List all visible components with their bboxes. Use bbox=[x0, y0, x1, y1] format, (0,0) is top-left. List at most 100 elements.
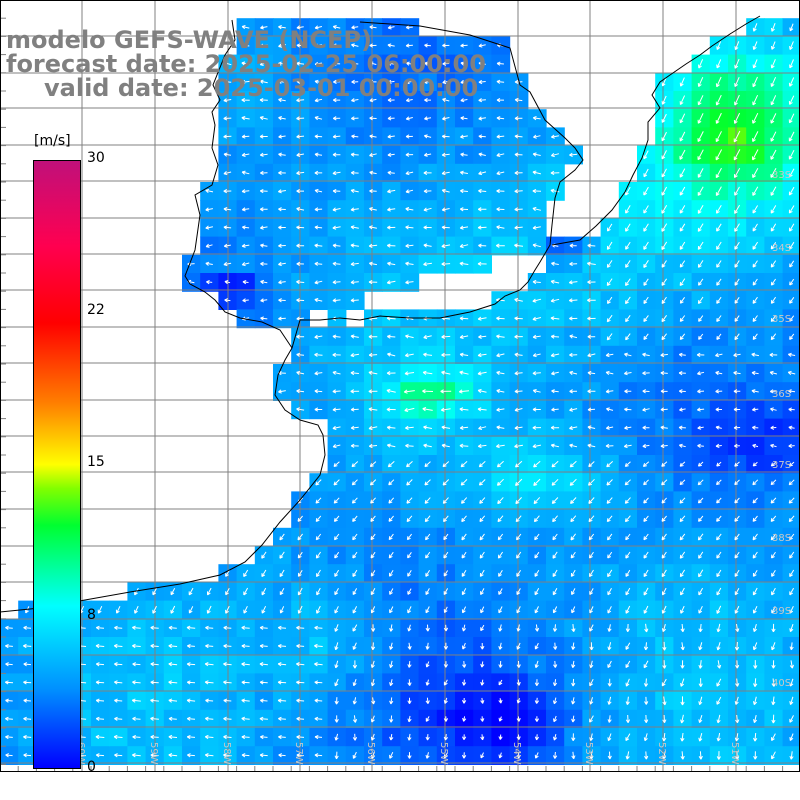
wind-arrow bbox=[371, 697, 376, 705]
wind-arrow bbox=[441, 443, 450, 448]
wind-arrow bbox=[205, 643, 214, 649]
wind-arrow bbox=[277, 698, 287, 703]
wind-arrow bbox=[297, 515, 303, 522]
wind-arrow bbox=[534, 642, 539, 650]
wind-arrow bbox=[296, 407, 305, 412]
wind-arrow bbox=[352, 533, 358, 541]
wind-arrow bbox=[661, 278, 668, 286]
wind-arrow bbox=[752, 315, 758, 322]
wind-arrow bbox=[423, 352, 433, 357]
wind-arrow bbox=[170, 605, 176, 614]
wind-arrow bbox=[332, 334, 341, 339]
wind-arrow bbox=[223, 134, 232, 139]
wind-arrow bbox=[115, 605, 121, 614]
wind-arrow bbox=[643, 551, 649, 559]
wind-arrow bbox=[514, 134, 523, 139]
wind-arrow bbox=[733, 130, 741, 143]
wind-arrow bbox=[661, 77, 667, 87]
wind-arrow bbox=[771, 606, 776, 614]
wind-arrow bbox=[350, 280, 359, 285]
wind-arrow bbox=[461, 606, 467, 614]
wind-arrow bbox=[423, 225, 432, 230]
wind-arrow bbox=[607, 533, 613, 541]
wind-arrow bbox=[279, 551, 285, 559]
wind-arrow bbox=[296, 389, 305, 394]
wind-arrow bbox=[679, 77, 685, 87]
wind-arrow bbox=[333, 61, 341, 66]
wind-arrow bbox=[734, 58, 740, 69]
wind-arrow bbox=[498, 716, 503, 722]
wind-arrow bbox=[314, 753, 323, 758]
wind-arrow bbox=[478, 171, 487, 176]
lat-label: 35S bbox=[772, 314, 791, 325]
wind-arrow bbox=[241, 716, 250, 721]
wind-arrow bbox=[296, 716, 305, 721]
wind-arrow bbox=[623, 444, 632, 449]
wind-arrow bbox=[441, 134, 450, 139]
wind-arrow bbox=[787, 352, 796, 357]
wind-arrow bbox=[624, 479, 631, 486]
wind-arrow bbox=[789, 533, 795, 541]
wind-arrow bbox=[334, 624, 339, 632]
wind-arrow bbox=[570, 497, 577, 504]
wind-arrow bbox=[788, 515, 795, 523]
wind-arrow bbox=[168, 716, 177, 721]
wind-arrow bbox=[314, 116, 323, 121]
wind-arrow bbox=[387, 225, 396, 230]
wind-arrow bbox=[551, 371, 559, 376]
wind-arrow bbox=[788, 389, 796, 394]
wind-arrow bbox=[679, 168, 686, 178]
wind-arrow bbox=[589, 751, 594, 760]
wind-arrow bbox=[314, 79, 323, 84]
wind-arrow bbox=[223, 643, 232, 649]
wind-arrow bbox=[459, 334, 469, 339]
wind-arrow bbox=[389, 660, 394, 669]
wind-arrow bbox=[186, 680, 196, 685]
wind-arrow bbox=[243, 605, 248, 614]
wind-arrow bbox=[679, 260, 686, 268]
wind-arrow bbox=[660, 443, 668, 449]
wind-arrow bbox=[459, 243, 469, 249]
wind-arrow bbox=[697, 461, 704, 467]
wind-arrow bbox=[477, 207, 487, 212]
wind-arrow bbox=[241, 61, 250, 66]
wind-arrow bbox=[296, 152, 304, 157]
wind-arrow bbox=[131, 698, 141, 703]
wind-arrow bbox=[296, 298, 305, 303]
wind-arrow bbox=[678, 370, 686, 376]
wind-arrow bbox=[443, 606, 448, 614]
wind-arrow bbox=[478, 61, 486, 66]
wind-arrow bbox=[260, 279, 268, 285]
wind-arrow bbox=[442, 497, 449, 504]
wind-arrow bbox=[278, 97, 286, 103]
wind-arrow bbox=[259, 625, 268, 630]
wind-arrow bbox=[260, 316, 268, 321]
wind-arrow bbox=[441, 370, 451, 375]
wind-arrow bbox=[661, 113, 667, 123]
wind-arrow bbox=[168, 662, 178, 667]
wind-arrow bbox=[752, 167, 759, 179]
wind-arrow bbox=[404, 407, 415, 412]
wind-arrow bbox=[442, 116, 450, 121]
wind-arrow bbox=[571, 606, 576, 614]
wind-arrow bbox=[752, 94, 759, 106]
wind-arrow bbox=[387, 25, 395, 30]
wind-arrow bbox=[533, 497, 541, 505]
wind-arrow bbox=[770, 149, 777, 160]
wind-arrow bbox=[496, 334, 505, 339]
wind-arrow bbox=[589, 697, 594, 705]
wind-arrow bbox=[187, 643, 195, 649]
wind-arrow bbox=[351, 497, 358, 504]
wind-arrow bbox=[425, 679, 430, 686]
wind-arrow bbox=[424, 497, 431, 504]
wind-arrow bbox=[679, 461, 686, 467]
wind-arrow bbox=[716, 260, 722, 268]
wind-arrow bbox=[241, 662, 250, 667]
wind-arrow bbox=[734, 641, 740, 651]
wind-arrow bbox=[698, 515, 704, 522]
wind-arrow bbox=[680, 696, 685, 706]
wind-arrow bbox=[388, 551, 394, 559]
wind-arrow bbox=[368, 225, 377, 230]
wind-arrow bbox=[788, 113, 795, 124]
wind-arrow bbox=[405, 243, 414, 248]
